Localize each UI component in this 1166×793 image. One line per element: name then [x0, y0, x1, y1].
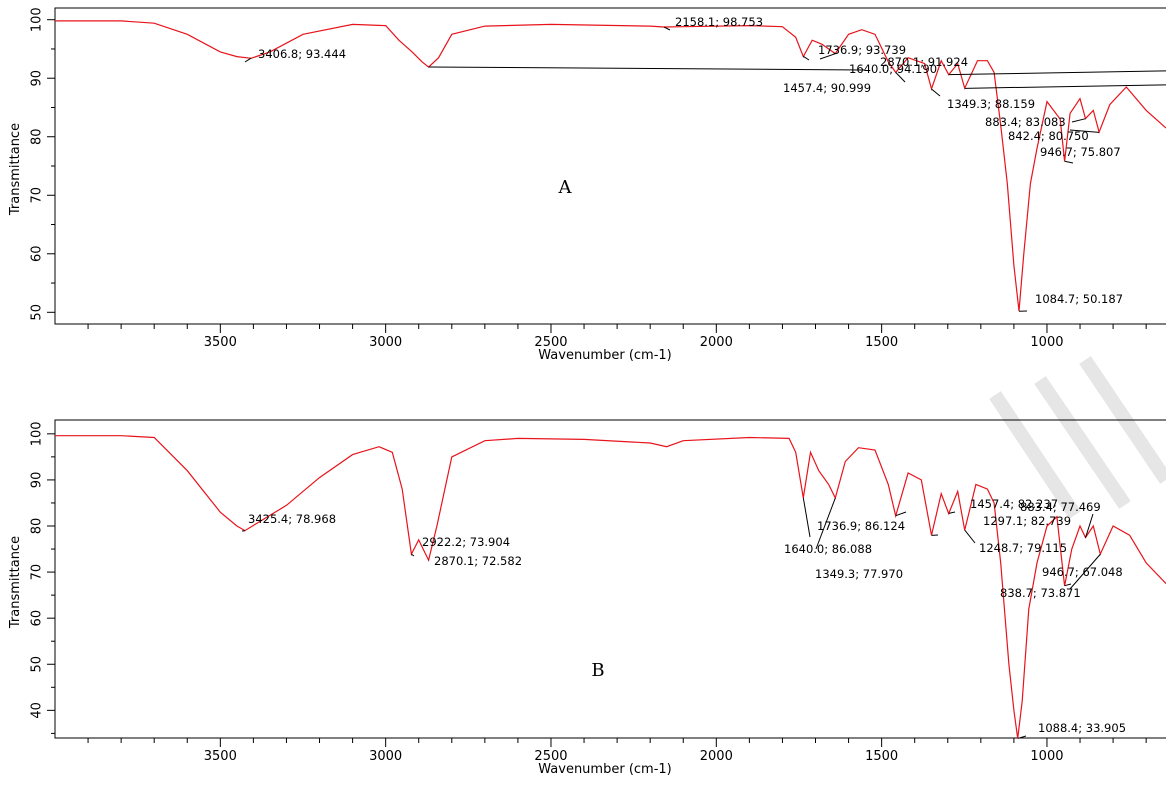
- peak-annotation: 1736.9; 93.739: [818, 43, 906, 57]
- x-tick-label: 1500: [865, 749, 898, 764]
- peak-annotation: 883.4; 83.083: [985, 115, 1066, 129]
- peak-annotation: 883.4; 77.469: [1020, 500, 1101, 514]
- peak-annotation: 1640.0; 86.088: [784, 542, 872, 556]
- peak-leader-line: [895, 511, 907, 517]
- peak-leader-line: [803, 55, 810, 61]
- x-tick-label: 1000: [1030, 335, 1063, 350]
- peak-annotation: 1084.7; 50.187: [1035, 292, 1123, 306]
- peak-annotation: 1349.3; 77.970: [815, 567, 903, 581]
- spectrum-line: [55, 20, 1166, 312]
- peak-leader-line: [1064, 160, 1074, 164]
- peak-annotation: 2922.2; 73.904: [422, 535, 510, 549]
- peak-leader-line: [428, 66, 865, 71]
- peak-annotation: 2870.1; 91.924: [880, 55, 968, 69]
- peak-annotation: 842.4; 80.750: [1008, 129, 1089, 143]
- peak-annotation: 1297.1; 82.739: [983, 514, 1071, 528]
- x-tick-label: 3500: [204, 335, 237, 350]
- x-tick-label: 3000: [369, 335, 402, 350]
- x-axis-title: Wavenumber (cm-1): [538, 762, 671, 777]
- peak-leader-line: [1071, 118, 1086, 123]
- watermark: [989, 356, 1166, 519]
- y-tick-label: 60: [30, 610, 45, 627]
- y-tick-label: 50: [30, 656, 45, 673]
- peak-annotation: 1248.7; 79.115: [979, 541, 1067, 555]
- peak-leader-line: [1069, 553, 1101, 590]
- y-tick-label: 70: [30, 187, 45, 204]
- peak-leader-line: [819, 53, 836, 60]
- peak-annotation: 1640.0; 94.190: [849, 62, 937, 76]
- y-tick-label: 80: [30, 518, 45, 535]
- peak-leader-line: [1085, 513, 1094, 538]
- y-tick-label: 70: [30, 564, 45, 581]
- peak-annotation: 1088.4; 33.905: [1038, 721, 1126, 735]
- peak-annotation: 2158.1; 98.753: [675, 15, 763, 29]
- peak-annotation: 1457.4; 90.999: [783, 81, 871, 95]
- panel-label: B: [591, 660, 604, 681]
- peak-annotation: 946.7; 67.048: [1042, 565, 1123, 579]
- panel-label: A: [558, 177, 573, 198]
- peak-annotation: 3425.4; 78.968: [248, 512, 336, 526]
- y-tick-label: 80: [30, 128, 45, 145]
- x-tick-label: 2000: [700, 749, 733, 764]
- spectrum-line: [55, 435, 1166, 739]
- peak-leader-line: [815, 497, 836, 550]
- peak-leader-line: [1017, 735, 1027, 739]
- x-tick-label: 3500: [204, 749, 237, 764]
- x-tick-label: 2000: [700, 335, 733, 350]
- y-tick-label: 50: [30, 304, 45, 321]
- peak-leader-line: [663, 26, 671, 31]
- plot-frame: [54, 7, 1166, 325]
- x-tick-label: 2500: [534, 749, 567, 764]
- x-tick-label: 1500: [865, 335, 898, 350]
- peak-annotation: 1736.9; 86.124: [817, 519, 905, 533]
- peak-leader-line: [802, 497, 811, 538]
- y-axis-title: Transmittance: [8, 123, 23, 216]
- y-tick-label: 100: [30, 421, 45, 446]
- peak-leader-line: [964, 84, 1166, 89]
- y-tick-label: 90: [30, 70, 45, 87]
- y-axis-title: Transmittance: [8, 536, 23, 629]
- x-axis-title: Wavenumber (cm-1): [538, 348, 671, 363]
- peak-leader-line: [964, 529, 976, 544]
- x-tick-label: 2500: [534, 335, 567, 350]
- plot-frame: [54, 419, 1166, 739]
- peak-leader-line: [931, 88, 941, 97]
- y-tick-label: 100: [30, 7, 45, 32]
- peak-annotation: 3406.8; 93.444: [258, 47, 346, 61]
- x-tick-label: 3000: [369, 749, 402, 764]
- y-tick-label: 90: [30, 472, 45, 489]
- peak-leader-line: [1064, 583, 1072, 587]
- y-tick-label: 40: [30, 702, 45, 719]
- peak-annotation: 838.7; 73.871: [1000, 586, 1081, 600]
- peak-leader-line: [948, 70, 1166, 76]
- x-tick-label: 1000: [1030, 749, 1063, 764]
- y-tick-label: 60: [30, 246, 45, 263]
- peak-leader-line: [948, 511, 956, 514]
- peak-leader-line: [411, 553, 415, 557]
- peak-annotation: 1457.4; 82.237: [970, 497, 1058, 511]
- peak-annotation: 1349.3; 88.159: [947, 97, 1035, 111]
- spectrum-panel-a: 3500 3000 2500 2000 1500 1000 50 60 70 80 90 100 Wav…: [8, 7, 1166, 363]
- peak-leader-line: [1069, 129, 1100, 133]
- spectrum-panel-b: 3500 3000 2500 2000 1500 1000 40 50 60 70 80 90 100 W…: [8, 419, 1166, 777]
- peak-leader-line: [895, 72, 906, 83]
- peak-leader-line: [244, 57, 252, 63]
- peak-annotation: 946.7; 75.807: [1040, 145, 1121, 159]
- peak-annotation: 2870.1; 72.582: [434, 554, 522, 568]
